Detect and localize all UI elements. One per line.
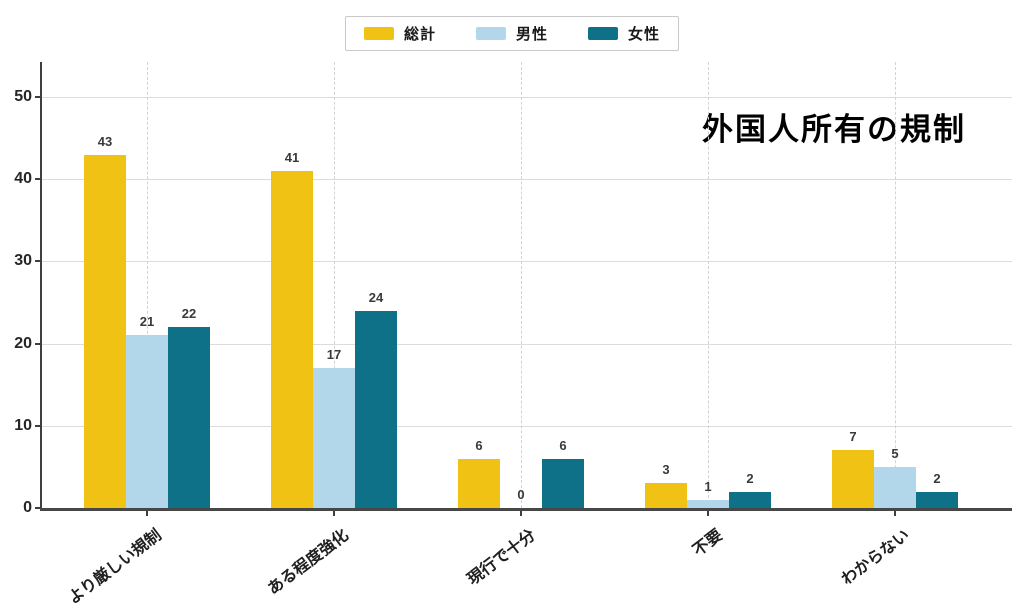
bar-value-label: 21: [139, 314, 155, 330]
bar-value-label: 43: [97, 133, 113, 149]
bar-value-label: 7: [849, 429, 857, 445]
x-axis-category-label: わからない: [838, 526, 913, 589]
bar-male: [687, 499, 729, 508]
legend-item-total: 総計: [363, 23, 436, 44]
y-axis-tick: [35, 96, 42, 98]
gridline-vertical: [147, 62, 148, 508]
legend-swatch-male-icon: [475, 27, 506, 40]
gridline-horizontal: [42, 261, 1012, 263]
bar-total: [458, 458, 500, 508]
bar-value-label: 24: [368, 289, 384, 305]
y-axis-tick: [35, 178, 42, 181]
bar-female: [355, 310, 397, 508]
bar-total: [645, 483, 687, 508]
legend-item-female: 女性: [588, 23, 660, 44]
x-axis-tick: [146, 510, 148, 516]
gridline-vertical: [334, 62, 335, 508]
y-axis-tick: [35, 507, 42, 509]
bar-total: [84, 154, 126, 508]
bar-female: [168, 327, 210, 508]
bar-value-label: 6: [559, 437, 567, 453]
bar-value-label: 6: [475, 437, 483, 453]
bar-value-label: 17: [326, 347, 342, 363]
x-axis-category-label: ある程度強化: [264, 526, 352, 599]
bar-value-label: 22: [181, 306, 197, 322]
bar-value-label: 2: [933, 470, 941, 486]
legend-label-female: 女性: [628, 26, 661, 43]
x-axis-tick: [333, 510, 335, 516]
x-axis-tick: [707, 510, 709, 516]
x-axis-line: [40, 508, 1012, 511]
x-axis-category-label: 不要: [690, 526, 726, 560]
legend-label-male: 男性: [515, 26, 549, 43]
y-axis-tick-label: 10: [14, 416, 32, 434]
legend-swatch-female-icon: [588, 27, 619, 40]
x-axis-category-label: 現行で十分: [464, 526, 539, 589]
bar-female: [729, 491, 771, 508]
bar-total: [271, 170, 313, 508]
bar-value-label: 3: [662, 462, 670, 478]
legend-item-male: 男性: [475, 23, 549, 44]
legend: 総計 男性 女性: [344, 16, 680, 51]
bar-value-label: 2: [746, 470, 754, 486]
bar-male: [313, 368, 355, 508]
y-axis-tick-label: 20: [14, 334, 32, 352]
y-axis-tick-label: 0: [23, 499, 32, 516]
legend-swatch-total-icon: [363, 27, 394, 40]
y-axis-tick: [35, 424, 42, 427]
legend-label-total: 総計: [403, 26, 436, 43]
bar-value-label: 5: [891, 445, 899, 461]
bar-value-label: 0: [517, 487, 525, 502]
gridline-horizontal: [42, 179, 1012, 181]
y-axis-line: [40, 62, 42, 511]
gridline-horizontal: [42, 425, 1012, 427]
gridline-vertical: [708, 62, 709, 508]
x-axis-category-label: より厳しい規制: [65, 526, 165, 608]
gridline-vertical: [895, 62, 896, 508]
x-axis-tick: [520, 510, 522, 516]
y-axis-tick: [35, 260, 42, 263]
y-axis-tick-label: 40: [14, 170, 32, 188]
y-axis-tick: [35, 342, 42, 345]
chart-title: 外国人所有の規制: [702, 112, 966, 147]
bar-total: [832, 450, 874, 508]
bar-female: [542, 458, 584, 508]
y-axis-tick-label: 50: [14, 88, 32, 105]
gridline-horizontal: [42, 343, 1012, 345]
y-axis-tick-label: 30: [14, 252, 32, 270]
x-axis-tick: [894, 510, 896, 516]
bar-value-label: 41: [284, 149, 300, 165]
gridline-vertical: [521, 62, 522, 508]
bar-male: [126, 335, 168, 508]
gridline-horizontal: [42, 97, 1012, 98]
bar-female: [916, 491, 958, 508]
bar-male: [874, 466, 916, 508]
bar-value-label: 1: [704, 478, 712, 494]
